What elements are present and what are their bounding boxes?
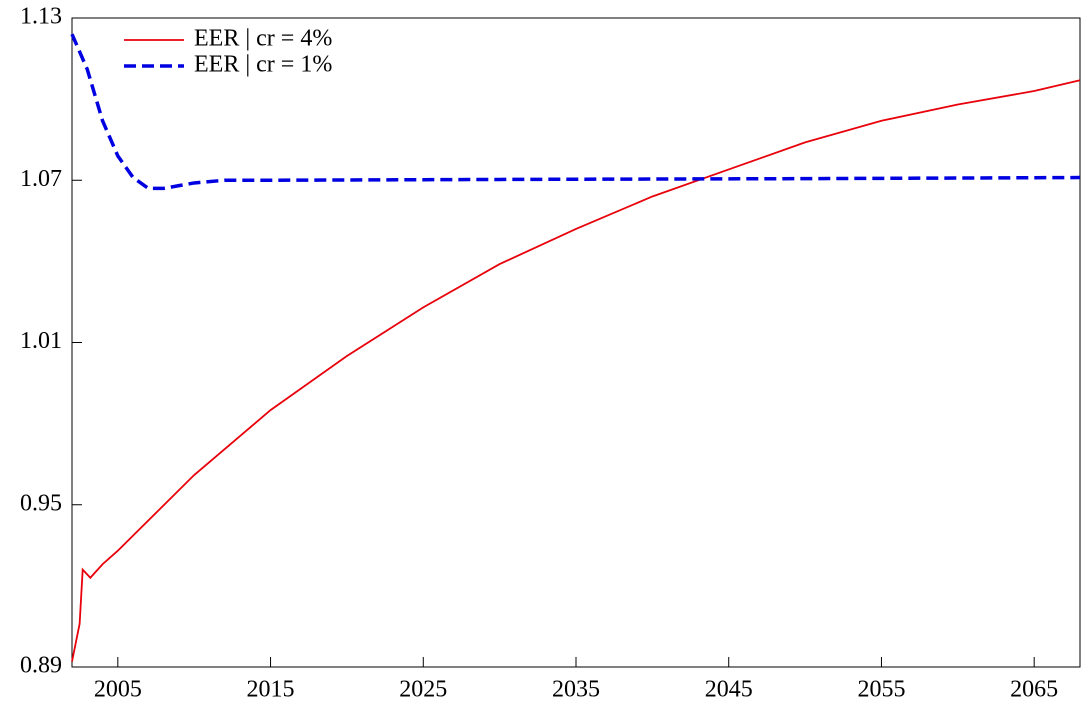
x-tick-label: 2025 <box>399 677 447 703</box>
x-tick-label: 2065 <box>1010 677 1058 703</box>
legend-label: EER | cr = 1% <box>194 52 332 78</box>
x-tick-label: 2005 <box>94 677 142 703</box>
y-tick-label: 0.89 <box>20 653 62 679</box>
y-tick-label: 1.13 <box>20 4 62 30</box>
y-tick-label: 1.01 <box>20 328 62 354</box>
line-series <box>71 79 1081 662</box>
x-tick-label: 2015 <box>247 677 295 703</box>
x-tick-label: 2055 <box>857 677 905 703</box>
x-tick-label: 2035 <box>552 677 600 703</box>
legend-label: EER | cr = 4% <box>194 26 332 52</box>
y-tick-label: 1.07 <box>20 166 62 192</box>
y-tick-label: 0.95 <box>20 490 62 516</box>
plot-frame <box>71 17 1081 668</box>
x-tick-label: 2045 <box>705 677 753 703</box>
line-series <box>70 33 1081 191</box>
